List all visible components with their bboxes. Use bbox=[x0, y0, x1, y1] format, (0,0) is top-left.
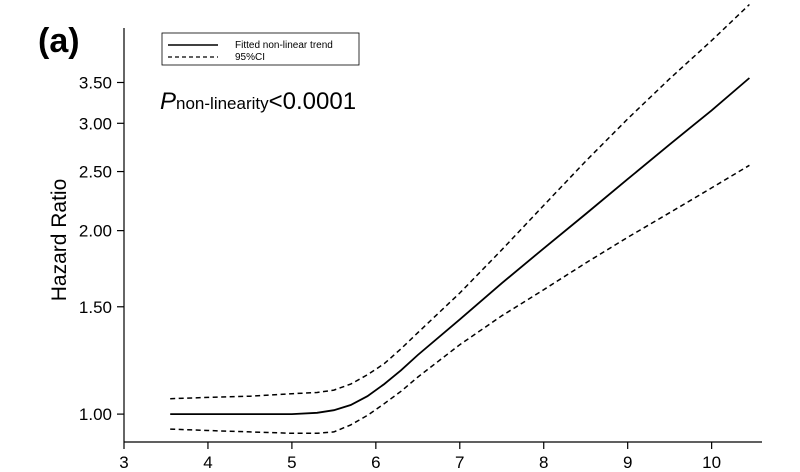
x-tick-label: 7 bbox=[455, 453, 464, 472]
legend: Fitted non-linear trend 95%CI bbox=[161, 32, 360, 66]
legend-label-ci: 95%CI bbox=[235, 52, 265, 63]
p-value-subscript: non-linearity bbox=[176, 94, 269, 113]
p-value-text: <0.0001 bbox=[269, 88, 356, 115]
y-tick-label: 3.50 bbox=[79, 73, 112, 92]
x-tick-label: 10 bbox=[702, 453, 721, 472]
series-layer bbox=[170, 3, 750, 435]
y-ticks: 1.00 1.50 2.00 2.50 3.00 3.50 bbox=[79, 73, 124, 424]
x-tick-label: 9 bbox=[623, 453, 632, 472]
x-ticks: 3 4 5 6 7 8 9 10 bbox=[119, 442, 721, 472]
y-tick-label: 2.50 bbox=[79, 163, 112, 182]
series-ci-upper bbox=[170, 3, 750, 400]
x-tick-label: 6 bbox=[371, 453, 380, 472]
series-fitted-trend bbox=[170, 77, 750, 415]
axes: 1.00 1.50 2.00 2.50 3.00 3.50 3 4 5 6 7 8 9 10 bbox=[79, 28, 762, 472]
y-tick-label: 2.00 bbox=[79, 222, 112, 241]
y-tick-label: 1.00 bbox=[79, 405, 112, 424]
panel-label: (a) bbox=[38, 22, 80, 60]
series-ci-lower bbox=[170, 164, 750, 435]
y-tick-label: 3.00 bbox=[79, 114, 112, 133]
legend-label-fitted: Fitted non-linear trend bbox=[235, 40, 333, 51]
y-tick-label: 1.50 bbox=[79, 298, 112, 317]
legend-box bbox=[161, 32, 360, 66]
x-tick-label: 4 bbox=[203, 453, 212, 472]
p-value-italic: P bbox=[160, 88, 176, 115]
p-value-annotation: Pnon-linearity<0.0001 bbox=[160, 88, 356, 115]
y-axis-title: Hazard Ratio bbox=[48, 179, 71, 302]
x-tick-label: 3 bbox=[119, 453, 128, 472]
x-tick-label: 5 bbox=[287, 453, 296, 472]
x-tick-label: 8 bbox=[539, 453, 548, 472]
